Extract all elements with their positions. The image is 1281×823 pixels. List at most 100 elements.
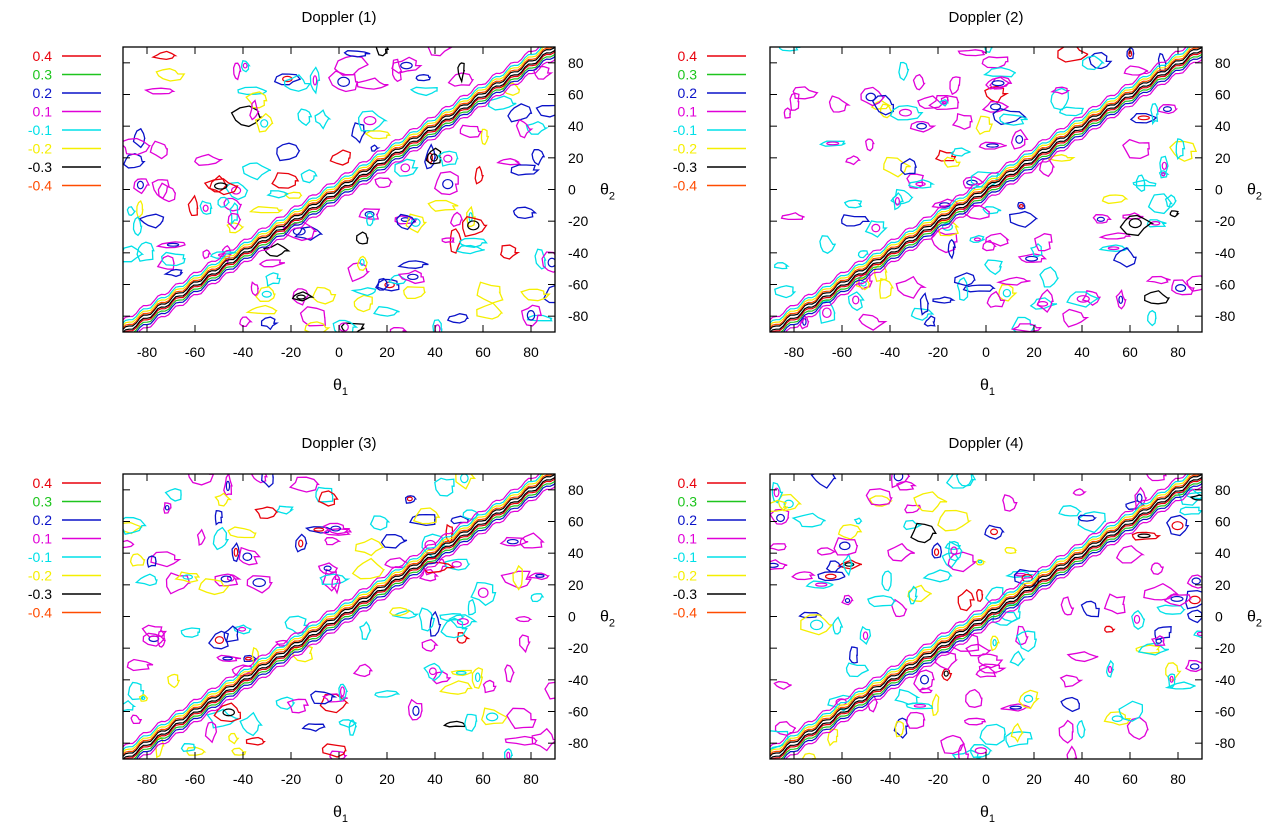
contour-line bbox=[248, 206, 284, 214]
contour-line bbox=[231, 541, 241, 563]
contour-line bbox=[317, 562, 339, 575]
contour-line bbox=[1193, 630, 1202, 639]
diagonal-contour bbox=[770, 474, 1193, 754]
contour-line bbox=[915, 181, 926, 187]
contour-line bbox=[1060, 696, 1080, 713]
contour-line bbox=[919, 674, 930, 685]
contour-line bbox=[832, 616, 844, 635]
contour-line bbox=[932, 296, 956, 304]
contour-line bbox=[879, 277, 894, 299]
contour-line bbox=[130, 714, 143, 725]
contour-line bbox=[216, 654, 242, 662]
contour-line bbox=[134, 573, 158, 587]
contour-line bbox=[161, 251, 186, 267]
contour-line bbox=[1025, 255, 1039, 262]
contour-line bbox=[208, 174, 229, 193]
contour-line bbox=[839, 541, 851, 551]
contour-line bbox=[1062, 308, 1090, 328]
contour-line bbox=[984, 524, 1005, 540]
contour-line bbox=[853, 517, 863, 525]
contour-line bbox=[415, 74, 432, 82]
contour-line bbox=[939, 202, 951, 208]
contour-line bbox=[1010, 323, 1043, 332]
contour-line bbox=[815, 582, 828, 587]
contour-line bbox=[855, 276, 871, 291]
contour-line bbox=[951, 749, 983, 759]
contour-line bbox=[526, 314, 553, 322]
contour-line bbox=[461, 215, 488, 238]
contour-line bbox=[332, 319, 359, 332]
contour-line bbox=[410, 218, 421, 227]
contour-line bbox=[138, 213, 165, 229]
contour-line bbox=[151, 50, 178, 61]
contour-line bbox=[1137, 533, 1151, 539]
legend-label: 0.4 bbox=[33, 475, 53, 491]
contour-line bbox=[825, 560, 844, 573]
contour-line bbox=[245, 304, 278, 315]
legend-label: -0.3 bbox=[28, 159, 52, 175]
contour-line bbox=[514, 615, 533, 623]
contour-line bbox=[535, 104, 555, 118]
contour-line bbox=[322, 528, 353, 536]
contour-line bbox=[276, 142, 301, 162]
contour-line bbox=[214, 182, 228, 190]
legend-label: -0.2 bbox=[673, 141, 697, 157]
diagonal-contour bbox=[123, 47, 543, 324]
contour-line bbox=[412, 507, 441, 525]
contour-line bbox=[818, 140, 846, 147]
contour-line bbox=[1166, 514, 1190, 537]
contour-line bbox=[126, 658, 154, 672]
legend-label: 0.1 bbox=[33, 104, 53, 120]
contour-line bbox=[544, 681, 555, 700]
contour-line bbox=[1129, 112, 1157, 124]
x-axis-label: θ1 bbox=[333, 804, 348, 823]
contour-line bbox=[462, 509, 480, 521]
contour-line bbox=[1186, 275, 1202, 292]
contour-line bbox=[816, 547, 838, 556]
contour-line bbox=[969, 234, 985, 244]
contour-line bbox=[1131, 531, 1162, 541]
contour-line bbox=[1175, 138, 1186, 161]
contour-line bbox=[451, 561, 462, 568]
contour-line bbox=[474, 165, 484, 185]
diagonal-contour bbox=[779, 479, 1202, 759]
contour-line bbox=[903, 519, 923, 531]
contour-line bbox=[1171, 521, 1184, 531]
contour-line bbox=[471, 667, 484, 689]
contour-line bbox=[937, 509, 972, 532]
contour-line bbox=[500, 570, 532, 589]
contour-line bbox=[412, 705, 420, 717]
contour-line bbox=[315, 486, 334, 503]
contour-line bbox=[356, 77, 389, 90]
contour-line bbox=[409, 513, 436, 527]
diagonal-contour bbox=[123, 474, 555, 758]
contour-line bbox=[512, 206, 538, 220]
contour-line bbox=[879, 103, 894, 119]
contour-line bbox=[222, 656, 233, 661]
diagonal-contour bbox=[123, 475, 555, 759]
contour-line bbox=[214, 510, 223, 526]
contour-line bbox=[1060, 596, 1075, 616]
contour-line bbox=[974, 747, 988, 755]
diagonal-contour bbox=[770, 475, 1202, 759]
contour-line bbox=[250, 281, 260, 297]
y-tick-label: 60 bbox=[1215, 87, 1231, 103]
contour-panel-4: Doppler (4) 0.4 0.3 0.2 0.1 -0.1 -0.2 -0.3 -0.4 -… bbox=[673, 435, 1262, 823]
contour-line bbox=[805, 580, 834, 589]
contour-line bbox=[947, 551, 979, 573]
contour-line bbox=[898, 61, 910, 82]
legend-label: 0.2 bbox=[33, 512, 53, 528]
contour-line bbox=[434, 477, 455, 497]
contour-line bbox=[963, 717, 987, 726]
contour-line bbox=[837, 559, 863, 570]
panel-title: Doppler (2) bbox=[948, 9, 1023, 26]
contour-line bbox=[425, 147, 442, 165]
plot-area bbox=[123, 474, 555, 759]
contour-line bbox=[957, 589, 975, 612]
diagonal-contour bbox=[138, 485, 555, 759]
contour-line bbox=[143, 87, 176, 95]
contour-line bbox=[824, 573, 837, 580]
y-tick-label: 40 bbox=[1215, 118, 1231, 134]
x-tick-label: -60 bbox=[832, 344, 852, 360]
diagonal-contour bbox=[770, 474, 1202, 756]
